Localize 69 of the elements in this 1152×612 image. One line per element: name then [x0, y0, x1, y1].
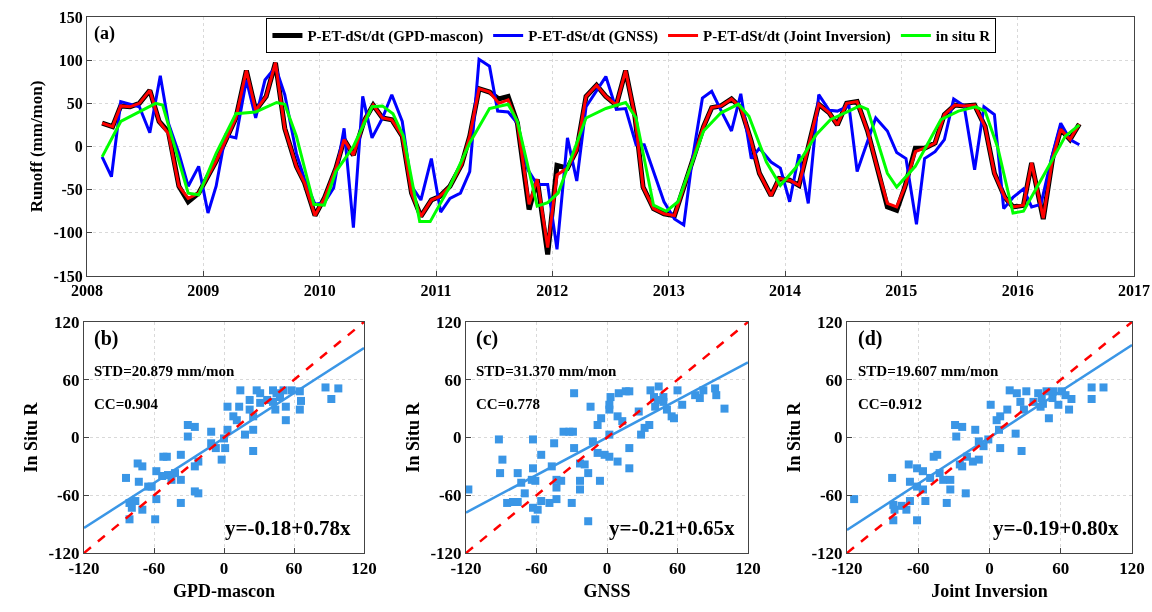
x-tick-label: 0 — [219, 559, 229, 579]
annotation: STD=19.607 mm/mon — [858, 363, 999, 379]
y-tick-label: 0 — [453, 428, 462, 448]
y-axis-title: In Situ R — [783, 401, 804, 473]
annotation: (b) — [94, 327, 119, 350]
y-tick-label: 60 — [62, 370, 80, 390]
x-tick-label: 2009 — [187, 282, 220, 300]
x-tick-label: 2011 — [420, 282, 452, 300]
annotation: STD=20.879 mm/mon — [94, 363, 235, 379]
annotation: CC=0.904 — [94, 396, 159, 412]
annotation: CC=0.912 — [858, 396, 922, 412]
x-tick-label: 60 — [669, 559, 686, 579]
y-tick-label: 0 — [834, 428, 843, 448]
x-tick-label: 2008 — [71, 282, 103, 300]
x-tick-label: 2017 — [1118, 282, 1150, 300]
y-tick-label: 100 — [58, 51, 83, 69]
y-tick-label: 50 — [66, 94, 83, 112]
x-tick-label: 2016 — [1001, 282, 1034, 300]
x-tick-label: 120 — [735, 559, 761, 579]
x-tick-label: -60 — [525, 559, 548, 579]
annotation: CC=0.778 — [476, 396, 540, 412]
y-tick-label: 120 — [436, 312, 462, 332]
x-tick-label: 120 — [351, 559, 377, 579]
legend-label: P-ET-dSt/dt (GPD-mascon) — [307, 28, 484, 46]
x-tick-label: -60 — [142, 559, 166, 579]
x-axis-title: Joint Inversion — [931, 580, 1048, 601]
y-tick-label: -120 — [811, 543, 843, 563]
legend-label: P-ET-dSt/dt (GNSS) — [528, 28, 659, 46]
x-tick-label: 2012 — [536, 282, 569, 300]
y-axis-title: In Situ R — [20, 401, 41, 473]
y-axis-title: Runoff (mm/mon) — [27, 80, 47, 213]
x-tick-label: 60 — [285, 559, 303, 579]
annotation: y=-0.18+0.78x — [225, 516, 351, 540]
y-tick-label: 0 — [74, 138, 83, 156]
legend-label: in situ R — [935, 28, 991, 45]
x-axis-title: GNSS — [583, 580, 631, 601]
y-tick-label: -60 — [819, 486, 843, 506]
x-tick-label: 2015 — [885, 282, 918, 300]
y-tick-label: -150 — [53, 267, 83, 285]
y-tick-label: 120 — [54, 312, 80, 332]
x-tick-label: 0 — [985, 559, 994, 579]
y-tick-label: -60 — [56, 486, 80, 506]
y-tick-label: 60 — [444, 370, 462, 390]
annotation: (d) — [858, 327, 883, 350]
line-series — [100, 100, 1081, 224]
x-tick-label: 120 — [1119, 559, 1145, 579]
y-tick-label: -50 — [61, 181, 83, 199]
x-tick-label: 2010 — [303, 282, 336, 300]
y-tick-label: -120 — [48, 543, 80, 563]
y-tick-label: 0 — [71, 428, 80, 448]
annotation: (a) — [94, 23, 115, 44]
y-tick-label: 60 — [825, 370, 843, 390]
annotation: (c) — [476, 327, 499, 350]
annotation: y=-0.19+0.80x — [993, 516, 1119, 540]
y-tick-label: 150 — [58, 8, 83, 26]
x-tick-label: 60 — [1052, 559, 1070, 579]
y-axis-title: In Situ R — [402, 401, 423, 473]
x-tick-label: 2013 — [652, 282, 685, 300]
x-axis-title: GPD-mascon — [173, 580, 275, 601]
y-tick-label: -120 — [430, 543, 462, 563]
annotation: y=-0.21+0.65x — [609, 516, 735, 540]
x-tick-label: -60 — [906, 559, 930, 579]
y-tick-label: 120 — [817, 312, 843, 332]
y-tick-label: -60 — [438, 486, 462, 506]
y-tick-label: -100 — [53, 224, 83, 242]
x-tick-label: 2014 — [769, 282, 801, 300]
legend-label: P-ET-dSt/dt (Joint Inversion) — [703, 28, 891, 46]
x-tick-label: 0 — [602, 559, 612, 579]
annotation: STD=31.370 mm/mon — [476, 363, 617, 379]
